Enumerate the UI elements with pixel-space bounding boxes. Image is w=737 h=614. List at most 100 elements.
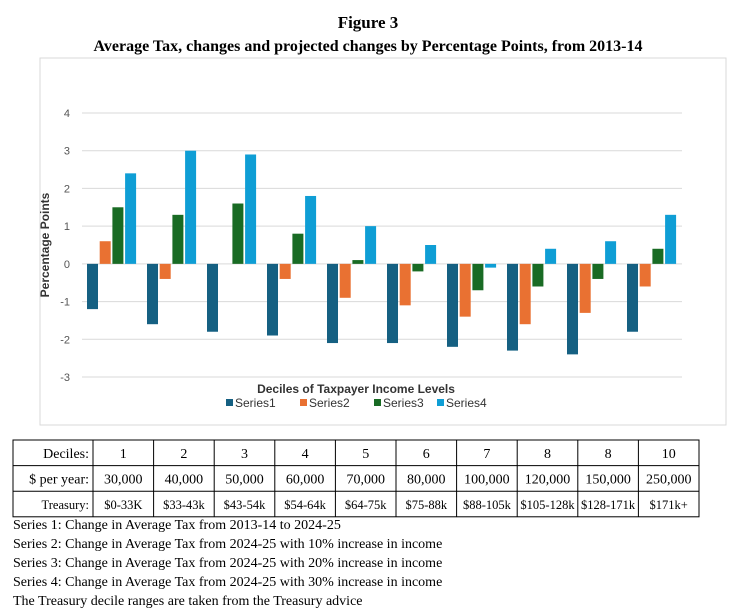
- note: Series 4: Change in Average Tax from 202…: [13, 575, 442, 590]
- bar: [339, 263, 351, 298]
- table-cell: 50,000: [225, 473, 264, 488]
- table-cell: 10: [662, 447, 676, 462]
- note: The Treasury decile ranges are taken fro…: [13, 594, 363, 609]
- bar: [485, 263, 497, 268]
- bar: [245, 154, 257, 264]
- bar: [447, 263, 458, 347]
- table-cell: $33-43k: [163, 498, 205, 512]
- bar: [232, 203, 244, 264]
- table-cell: 6: [423, 447, 430, 462]
- bar: [412, 263, 424, 272]
- table-cell: $0-33K: [104, 498, 142, 512]
- bar: [639, 263, 651, 287]
- bar: [507, 263, 518, 351]
- bar: [545, 248, 557, 264]
- bar: [112, 207, 124, 264]
- bar: [125, 173, 137, 264]
- note: Series 3: Change in Average Tax from 202…: [13, 556, 442, 571]
- bar: [207, 263, 218, 332]
- table-cell: $171k+: [650, 498, 688, 512]
- table-cell: 8: [544, 447, 551, 462]
- y-tick-label: 1: [64, 221, 70, 233]
- bar: [592, 263, 604, 279]
- bar: [365, 226, 377, 264]
- table-cell: Deciles:: [43, 447, 89, 462]
- bar: [185, 150, 197, 264]
- bar: [652, 248, 664, 264]
- bar: [387, 263, 398, 344]
- chart-title: Figure 3: [338, 13, 399, 32]
- table-cell: 100,000: [464, 473, 510, 488]
- bar: [459, 263, 471, 317]
- bar: [399, 263, 411, 306]
- legend-swatch: [437, 399, 444, 406]
- table-cell: 8: [605, 447, 612, 462]
- table-cell: $54-64k: [284, 498, 326, 512]
- y-tick-label: 0: [64, 259, 70, 271]
- table-cell: $64-75k: [345, 498, 387, 512]
- table-cell: $ per year:: [29, 473, 89, 488]
- y-tick-label: -2: [60, 334, 70, 346]
- legend-swatch: [374, 399, 381, 406]
- table-cell: $88-105k: [463, 498, 512, 512]
- table-cell: 2: [180, 447, 187, 462]
- table-cell: 250,000: [646, 473, 692, 488]
- table-cell: $105-128k: [520, 498, 575, 512]
- table-cell: 120,000: [525, 473, 571, 488]
- bar: [279, 263, 291, 279]
- bar: [627, 263, 638, 332]
- bar: [567, 263, 578, 355]
- bar: [172, 214, 184, 264]
- table-cell: 1: [120, 447, 127, 462]
- chart-subtitle: Average Tax, changes and projected chang…: [94, 38, 643, 55]
- bar: [327, 263, 338, 344]
- legend-label: Series4: [446, 396, 487, 410]
- table-cell: 3: [241, 447, 248, 462]
- legend-swatch: [226, 399, 233, 406]
- bar: [99, 241, 111, 264]
- y-tick-label: 3: [64, 146, 70, 158]
- note: Series 2: Change in Average Tax from 202…: [13, 537, 442, 552]
- bar: [579, 263, 591, 313]
- bar: [159, 263, 171, 279]
- table-cell: $75-88k: [405, 498, 447, 512]
- table-cell: $43-54k: [224, 498, 266, 512]
- table-frame: [12, 439, 700, 518]
- bar: [425, 245, 437, 264]
- legend-label: Series1: [235, 396, 276, 410]
- bar: [665, 214, 677, 264]
- table-cell: 40,000: [165, 473, 204, 488]
- bar: [267, 263, 278, 336]
- legend-label: Series3: [383, 396, 424, 410]
- y-tick-label: 2: [64, 183, 70, 195]
- bar: [292, 233, 304, 264]
- bar: [352, 260, 364, 264]
- y-tick-label: 4: [64, 108, 70, 120]
- table-cell: 5: [362, 447, 369, 462]
- legend-label: Series2: [309, 396, 350, 410]
- bar: [472, 263, 484, 291]
- y-tick-label: -3: [60, 372, 70, 384]
- y-tick-label: -1: [60, 297, 70, 309]
- table-cell: 80,000: [407, 473, 446, 488]
- bar: [87, 263, 98, 310]
- table-cell: $128-171k: [581, 498, 636, 512]
- bar: [605, 241, 617, 264]
- bar: [147, 263, 158, 325]
- table-cell: Treasury:: [42, 498, 89, 512]
- table-cell: 150,000: [585, 473, 631, 488]
- table-cell: 30,000: [104, 473, 143, 488]
- table-cell: 7: [483, 447, 490, 462]
- bar: [305, 195, 317, 264]
- y-axis-label: Percentage Points: [38, 192, 52, 297]
- bar: [532, 263, 544, 287]
- note: Series 1: Change in Average Tax from 201…: [13, 518, 341, 533]
- x-axis-label: Deciles of Taxpayer Income Levels: [257, 382, 455, 396]
- bar: [519, 263, 531, 325]
- legend-swatch: [300, 399, 307, 406]
- table-cell: 60,000: [286, 473, 325, 488]
- table-cell: 4: [302, 447, 309, 462]
- table-cell: 70,000: [346, 473, 385, 488]
